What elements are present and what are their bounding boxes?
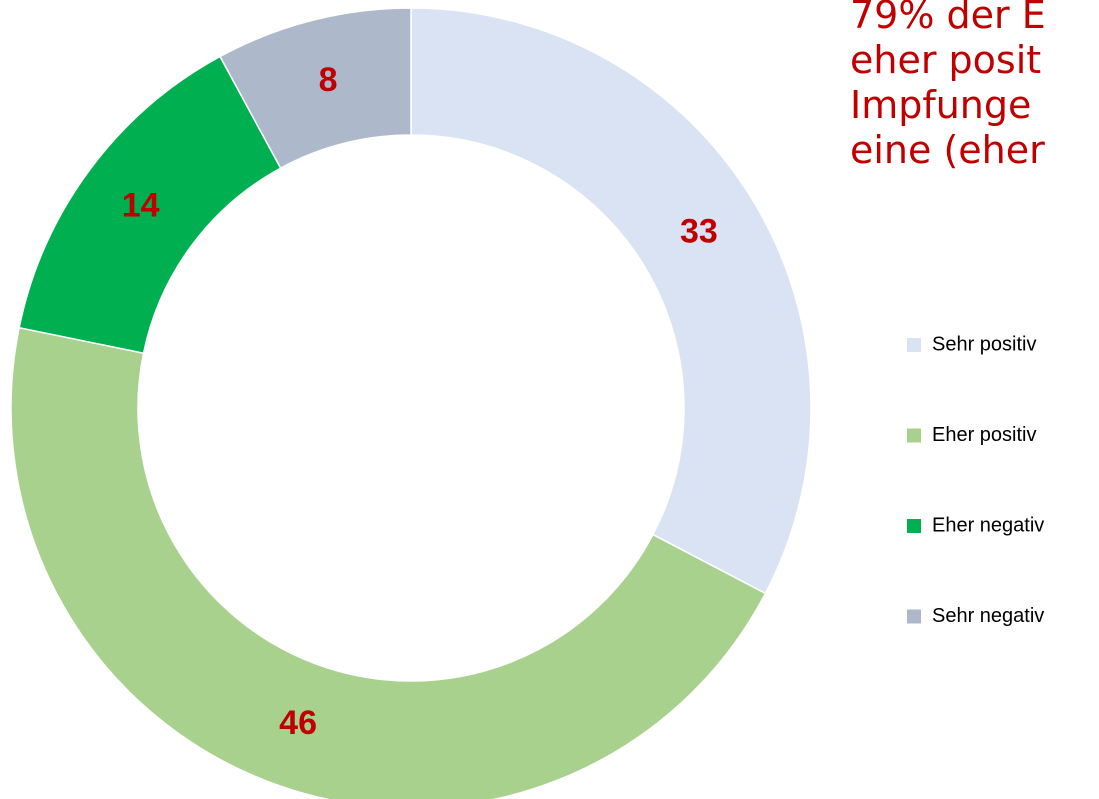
data-label: 14 bbox=[122, 187, 160, 225]
legend-label: Sehr negativ bbox=[932, 605, 1044, 627]
legend-swatch bbox=[907, 519, 921, 533]
donut-segment bbox=[410, 7, 812, 595]
title-line: eine (eher bbox=[850, 128, 1045, 172]
donut-segment bbox=[10, 326, 767, 799]
legend-swatch bbox=[907, 428, 921, 443]
data-label: 8 bbox=[319, 61, 338, 99]
title-line: Impfunge bbox=[850, 83, 1031, 127]
legend-swatch bbox=[907, 338, 921, 352]
title-line: eher posit bbox=[850, 38, 1041, 82]
donut-segment bbox=[219, 7, 412, 170]
legend-label: Sehr positiv bbox=[932, 333, 1037, 355]
data-label: 46 bbox=[279, 704, 317, 742]
legend-label: Eher positiv bbox=[932, 424, 1037, 446]
legend-label: Eher negativ bbox=[932, 514, 1044, 536]
title-line: 79% der E bbox=[850, 0, 1046, 37]
data-label: 33 bbox=[680, 213, 718, 251]
legend-swatch bbox=[907, 609, 921, 624]
